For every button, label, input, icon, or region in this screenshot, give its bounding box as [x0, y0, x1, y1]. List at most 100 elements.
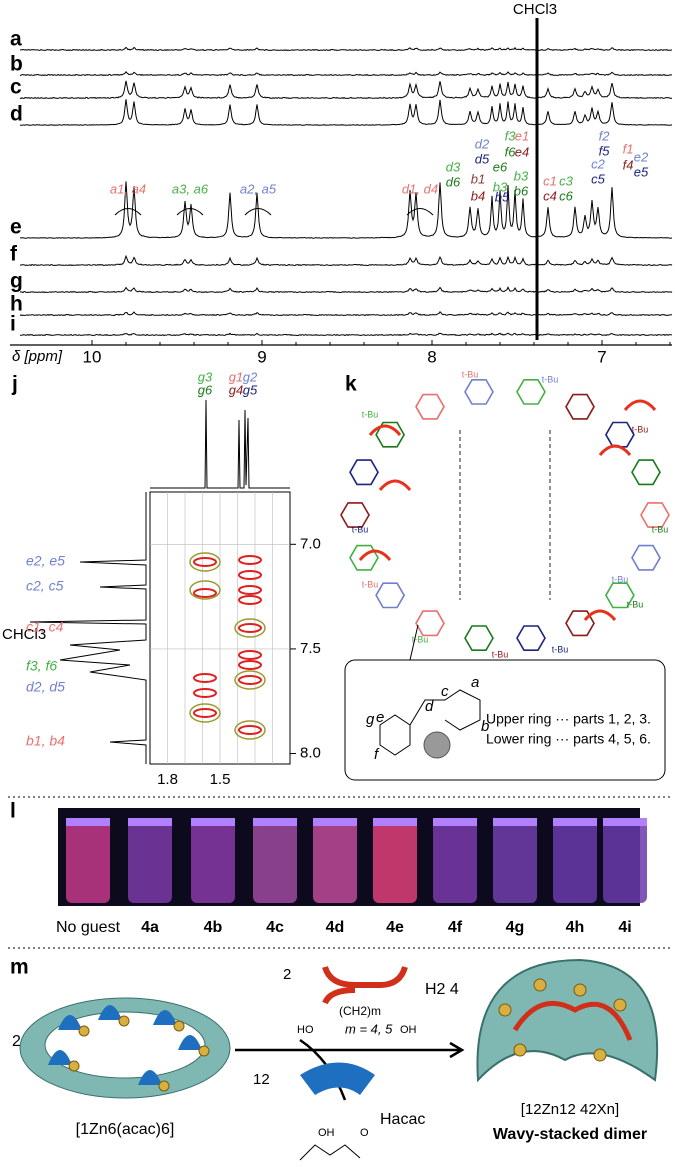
acac-unit	[178, 1035, 202, 1050]
trace-label: i	[10, 313, 16, 336]
peak-label: c5	[591, 171, 606, 186]
projection-left	[29, 492, 147, 764]
panel-label: j	[11, 373, 18, 396]
y-tick-label: 7.5	[300, 640, 321, 657]
atom-label: e	[376, 709, 384, 726]
peak-label: f6	[505, 144, 517, 159]
highlight	[189, 552, 221, 572]
tube	[191, 818, 235, 903]
spectrum-trace	[19, 254, 673, 267]
tube-meniscus	[66, 818, 110, 826]
peak-bracket	[406, 208, 434, 216]
cross-peak	[238, 725, 262, 735]
atom-label: b	[481, 718, 489, 735]
cross-peak	[238, 585, 262, 595]
zn-sphere	[158, 1080, 170, 1092]
zn-sphere	[513, 1043, 527, 1057]
chain-end: HO	[297, 1024, 314, 1036]
left-label: d2, d5	[26, 679, 65, 695]
peak-label: e4	[515, 144, 529, 159]
ring-part	[415, 610, 445, 637]
highlight	[189, 703, 221, 723]
spectrum-trace	[19, 99, 673, 126]
tube	[493, 818, 537, 903]
cross-peak	[193, 688, 217, 698]
arrow	[368, 424, 402, 436]
panel-label: l	[10, 800, 16, 823]
tube-meniscus	[433, 818, 477, 826]
coef: 12	[253, 1071, 270, 1088]
peak-label: e1	[515, 128, 529, 143]
tbu-label: t-Bu	[627, 599, 644, 609]
peak-label: a3, a6	[172, 181, 209, 196]
tbu-label: t-Bu	[352, 524, 369, 534]
atom-label: f	[374, 746, 380, 763]
left-label: b1, b4	[26, 733, 65, 749]
tube-meniscus	[493, 818, 537, 826]
ring-part	[516, 379, 546, 405]
peak-label: d3	[446, 159, 461, 174]
tube-label: 4b	[204, 919, 223, 936]
highlight	[189, 580, 221, 600]
peak-label: d1, d4	[402, 181, 438, 196]
chain: (CH2)m	[339, 1004, 381, 1018]
peak-label: c2	[591, 156, 606, 171]
cross-peak	[238, 660, 262, 670]
y-tick-label: 7.0	[300, 535, 321, 552]
atom-label: g	[366, 711, 375, 728]
zn-sphere	[198, 1045, 210, 1057]
arrow	[358, 549, 392, 561]
acac-skeleton	[299, 1144, 361, 1161]
acac-shape	[300, 1062, 375, 1095]
ring-part	[516, 625, 546, 651]
coef: 2	[12, 1033, 21, 1050]
callout	[409, 624, 419, 661]
name: [1Zn6(acac)6]	[76, 1121, 175, 1138]
zn-sphere	[423, 731, 451, 759]
acac-unit	[48, 1050, 72, 1065]
ring-part	[631, 459, 661, 486]
tbu-label: t-Bu	[462, 369, 479, 379]
peak-label: f5	[599, 143, 611, 158]
cross-peak	[193, 557, 217, 567]
ring-part	[631, 544, 661, 571]
chain-end: OH	[400, 1024, 417, 1036]
cross-peak	[238, 555, 262, 565]
tube	[433, 818, 477, 903]
trace-label: d	[10, 103, 23, 126]
panel-label: k	[345, 373, 357, 396]
spectrum-trace	[19, 80, 673, 100]
ring-part	[640, 502, 670, 528]
solvent-label: CHCl3	[513, 1, 557, 18]
tube-label: 4h	[566, 919, 585, 936]
peak-label: b4	[471, 188, 485, 203]
peak-label: e2	[634, 149, 649, 164]
atom-label: c	[441, 683, 449, 700]
acid: H2 4	[425, 981, 459, 998]
ring-part	[464, 625, 494, 651]
ring-part	[340, 502, 370, 528]
arrow	[378, 479, 412, 491]
x-tick-label: 10	[83, 347, 102, 366]
tube-label: 4a	[141, 919, 159, 936]
zn-sphere	[613, 998, 627, 1012]
top-label: g4	[229, 382, 243, 397]
trace-label: b	[10, 53, 23, 76]
zn-sphere	[173, 1020, 185, 1032]
ring-part	[565, 610, 595, 637]
tube	[373, 818, 417, 903]
left-label: c1, c4	[26, 619, 64, 635]
y-tick-label: 8.0	[300, 745, 321, 762]
tube-label: 4c	[266, 919, 284, 936]
peak-label: a1, a4	[110, 181, 146, 196]
peak-label: d5	[475, 151, 490, 166]
acac-label: O	[360, 1127, 369, 1139]
tube-meniscus	[191, 818, 235, 826]
cross-peak	[238, 675, 262, 685]
spectrum-trace	[19, 311, 672, 317]
tbu-label: t-Bu	[362, 579, 379, 589]
left-label: c2, c5	[26, 578, 64, 594]
acac-unit	[58, 1015, 82, 1030]
tbu-label: t-Bu	[632, 424, 649, 434]
trace-label: f	[10, 243, 18, 266]
